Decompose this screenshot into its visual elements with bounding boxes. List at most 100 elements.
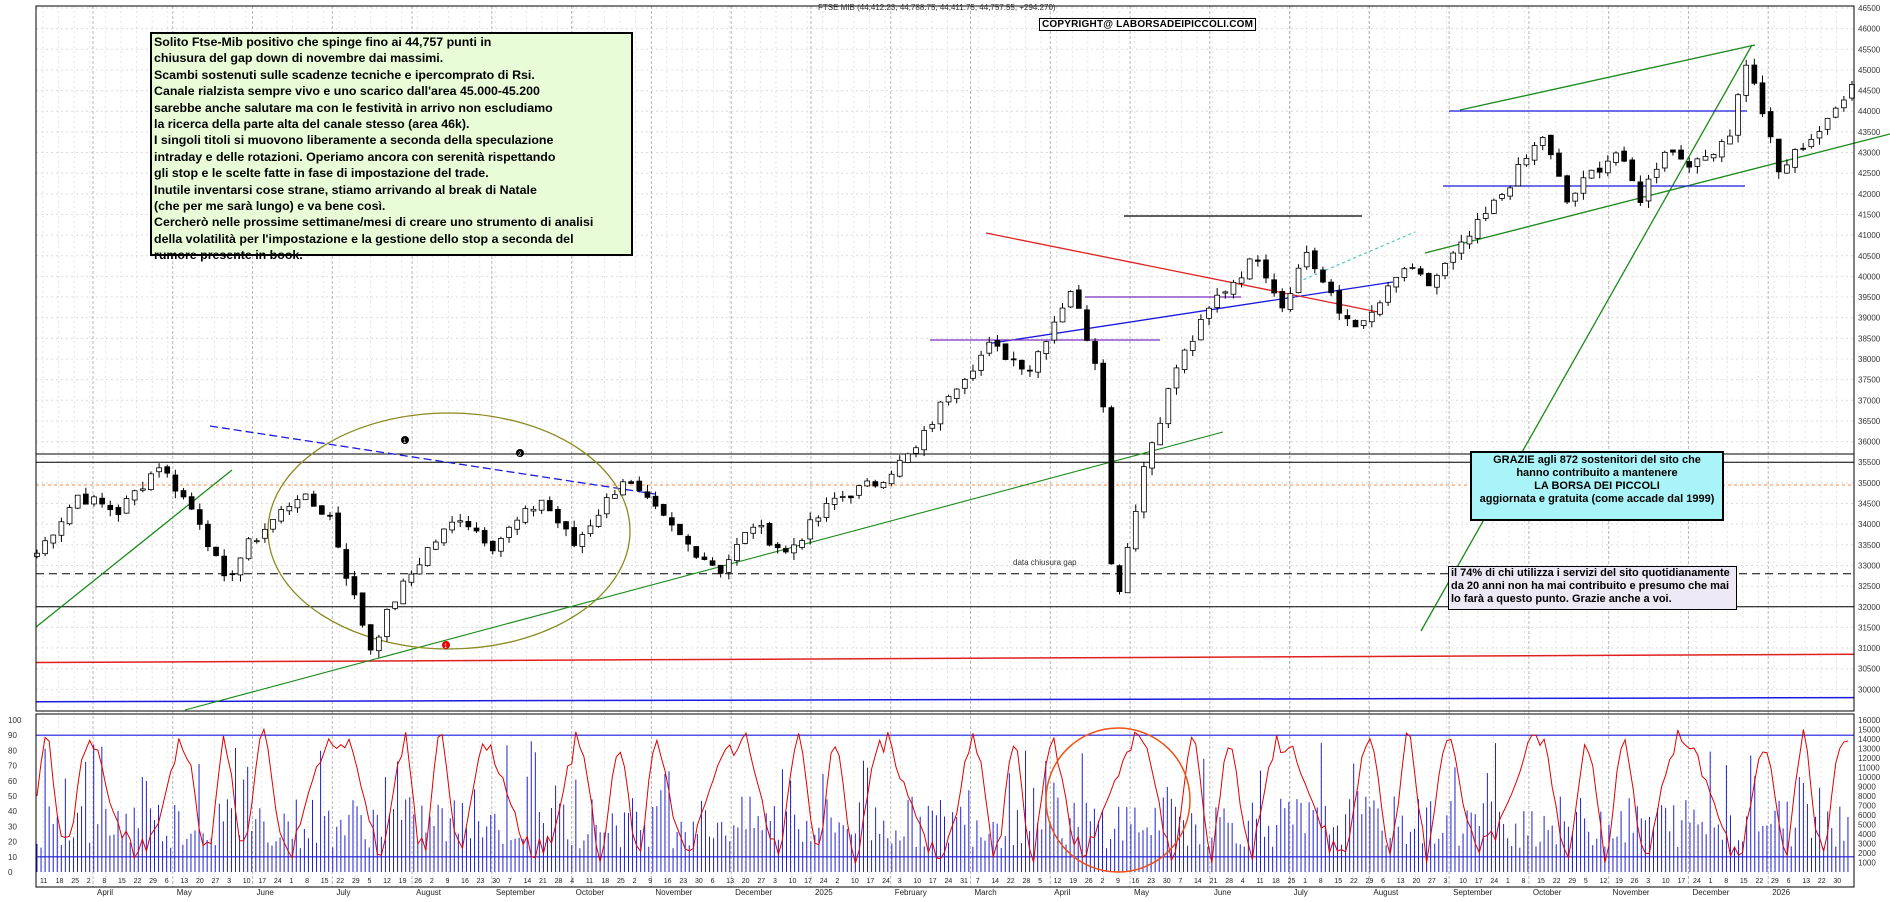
volume-tick-label: 2000 [1858, 849, 1876, 858]
date-tick-label: 24 [274, 878, 282, 885]
price-tick-label: 44500 [1858, 87, 1881, 96]
candle-body [1702, 156, 1709, 161]
date-tick-label: 7 [976, 878, 980, 885]
volume-tick-label: 5000 [1858, 821, 1876, 830]
candle-body [1075, 289, 1082, 309]
candle-body [1775, 138, 1782, 173]
candle-body [1466, 235, 1473, 245]
candle-body [864, 480, 871, 487]
date-tick-label: 22 [1818, 878, 1826, 885]
candle-body [1263, 259, 1269, 279]
olive-highlight-ellipse [267, 412, 631, 650]
candle-body [408, 573, 415, 583]
candle-body [131, 490, 138, 501]
price-tick-label: 41000 [1858, 231, 1881, 240]
date-tick-label: 1 [290, 878, 294, 885]
candle-body [1067, 291, 1074, 308]
candle-body [986, 341, 993, 354]
month-tick-label: 2025 [815, 888, 833, 897]
candle-body [1637, 181, 1644, 203]
date-tick-label: 10 [913, 878, 921, 885]
candle-body [571, 527, 578, 546]
candle-body [1824, 118, 1831, 130]
candle-body [709, 560, 716, 566]
candle-body [848, 495, 854, 499]
candle-body [1474, 219, 1481, 239]
copyright-label: COPYRIGHT@ LABORSADEIPICCOLI.COM [1039, 18, 1257, 31]
candle-body [1344, 315, 1351, 320]
candle-body [1124, 547, 1131, 594]
month-tick-label: December [1692, 888, 1729, 897]
candle-body [1580, 177, 1587, 194]
candle-body [1311, 250, 1318, 270]
date-tick-label: 10 [1459, 878, 1467, 885]
gap-close-label: data chiusura gap [1013, 558, 1077, 567]
date-tick-label: 8 [1724, 878, 1728, 885]
candle-body [1450, 252, 1457, 263]
commentary-line: sarebbe anche salutare ma con le festivi… [154, 100, 553, 115]
date-tick-label: 6 [165, 878, 169, 885]
date-tick-label: 9 [1116, 878, 1120, 885]
date-tick-label: 23 [1147, 878, 1155, 885]
date-tick-label: 23 [477, 878, 485, 885]
candle-body [1784, 164, 1790, 174]
month-tick-label: November [1613, 888, 1650, 897]
volume-tick-label: 3000 [1858, 840, 1876, 849]
candle-body [538, 499, 545, 511]
commentary-line: della volatilità per l'impostazione e la… [154, 231, 574, 246]
candle-body [1531, 145, 1538, 161]
candle-body [1222, 291, 1229, 294]
date-tick-label: 16 [461, 878, 469, 885]
date-tick-label: 22 [1350, 878, 1358, 885]
stats-line: lo farà a questo punto. Grazie anche a v… [1451, 593, 1672, 605]
candle-body [1328, 281, 1334, 294]
candle-body [701, 556, 708, 560]
candle-body [880, 482, 887, 489]
commentary-box: Solito Ftse-Mib positivo che spinge fino… [150, 32, 633, 262]
date-tick-label: 30 [1833, 878, 1841, 885]
date-tick-label: 15 [1334, 878, 1342, 885]
date-tick-label: 27 [757, 878, 765, 885]
candle-body [1409, 267, 1416, 269]
candle-body [196, 509, 203, 525]
volume-tick-label: 10000 [1858, 773, 1881, 782]
date-tick-label: 3 [773, 878, 777, 885]
month-tick-label: 2026 [1772, 888, 1790, 897]
candle-body [555, 508, 561, 524]
volume-tick-label: 14000 [1858, 735, 1881, 744]
date-tick-label: 10 [851, 878, 859, 885]
volume-tick-label: 12000 [1858, 754, 1881, 763]
date-tick-label: 17 [867, 878, 875, 885]
candle-body [945, 396, 952, 403]
date-tick-label: 22 [1553, 878, 1561, 885]
candle-body [156, 467, 162, 473]
candle-body [1653, 168, 1660, 178]
date-tick-label: 8 [1522, 878, 1526, 885]
date-tick-label: 30 [1163, 878, 1171, 885]
candle-body [1572, 192, 1579, 202]
candle-body [107, 504, 114, 511]
candle-body [1507, 187, 1513, 197]
candle-body [392, 601, 398, 609]
candle-body [1515, 164, 1522, 187]
candle-body [1482, 213, 1489, 219]
candle-body [1206, 307, 1212, 319]
candle-body [620, 481, 626, 496]
candle-body [1320, 269, 1326, 283]
date-tick-label: 13 [1397, 878, 1405, 885]
candle-body [1604, 160, 1611, 174]
green-channel-lower-2 [1424, 133, 1890, 254]
volume-tick-label: 6000 [1858, 811, 1876, 820]
candle-body [1661, 151, 1668, 169]
candle-body [400, 580, 407, 605]
candle-body [1491, 199, 1497, 214]
candle-body [628, 481, 634, 484]
candle-body [1149, 442, 1155, 469]
date-tick-label: 11 [40, 878, 47, 885]
price-tick-label: 37500 [1858, 376, 1881, 385]
candle-body [1246, 258, 1253, 280]
date-tick-label: 22 [1755, 878, 1763, 885]
date-tick-label: 29 [1568, 878, 1576, 885]
date-tick-label: 8 [1319, 878, 1323, 885]
candle-body [1832, 107, 1839, 118]
